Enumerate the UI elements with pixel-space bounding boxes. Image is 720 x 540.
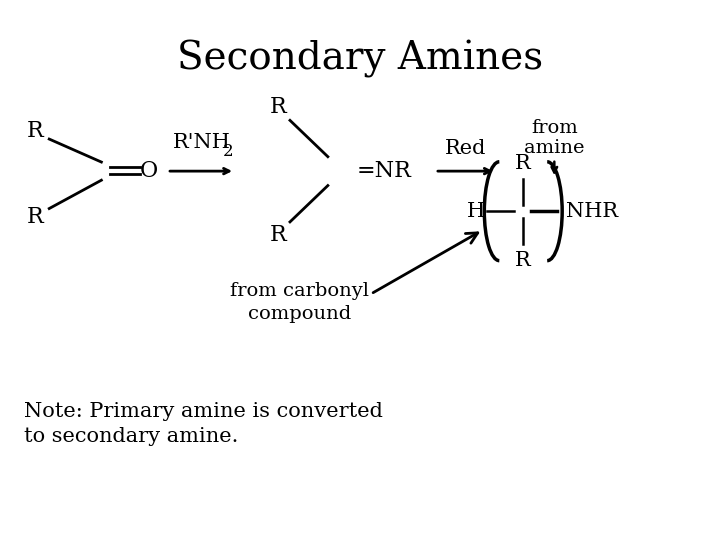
Text: NHR: NHR (566, 202, 618, 221)
Text: R: R (515, 153, 531, 173)
Text: from: from (531, 119, 577, 137)
Text: O: O (140, 160, 158, 182)
Text: Secondary Amines: Secondary Amines (177, 40, 543, 78)
Text: R: R (27, 206, 43, 227)
Text: Note: Primary amine is converted: Note: Primary amine is converted (24, 402, 383, 421)
Text: R: R (515, 251, 531, 270)
Text: =NR: =NR (356, 160, 411, 182)
Text: R'NH: R'NH (173, 133, 230, 152)
Text: to secondary amine.: to secondary amine. (24, 427, 238, 446)
Text: H: H (467, 202, 485, 221)
Text: from carbonyl: from carbonyl (230, 282, 369, 300)
Text: compound: compound (248, 305, 351, 323)
Text: amine: amine (524, 139, 585, 157)
Text: Red: Red (445, 139, 487, 158)
Text: R: R (269, 224, 287, 246)
Text: R: R (269, 96, 287, 118)
Text: R: R (27, 120, 43, 142)
Text: 2: 2 (222, 143, 233, 160)
